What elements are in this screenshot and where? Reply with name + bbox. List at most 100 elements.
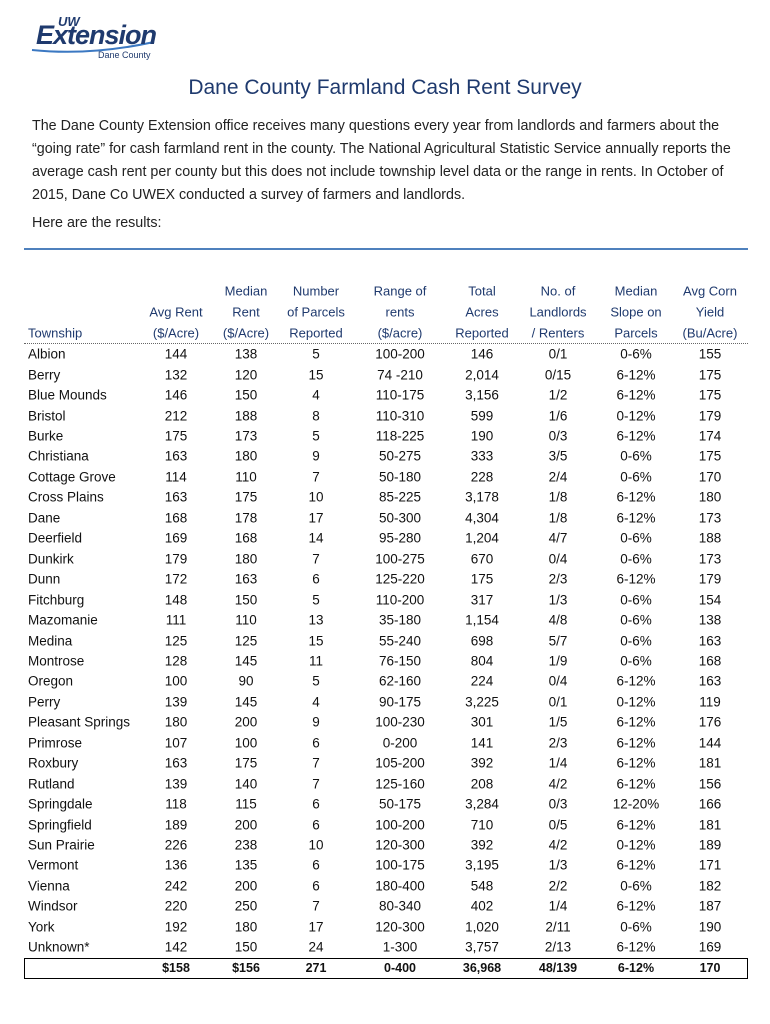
table-cell: 180-400 bbox=[375, 878, 425, 894]
table-cell: 175 bbox=[698, 367, 722, 383]
row-label: Pleasant Springs bbox=[28, 714, 131, 730]
table-cell: 110-310 bbox=[375, 408, 425, 424]
table-cell: 100-200 bbox=[375, 817, 425, 833]
table-cell: 226 bbox=[164, 837, 188, 853]
table-cell: 6-12% bbox=[616, 898, 656, 914]
table-cell: 140 bbox=[234, 776, 258, 792]
row-label: Dane bbox=[28, 510, 61, 526]
table-cell: 95-280 bbox=[378, 530, 422, 546]
table-cell: 1/9 bbox=[548, 653, 568, 669]
table-cell: 1/2 bbox=[548, 387, 568, 403]
table-cell: 0-12% bbox=[616, 408, 656, 424]
header-cell: ($/acre) bbox=[377, 325, 423, 341]
table-cell: 5 bbox=[312, 673, 320, 689]
table-cell: 114 bbox=[165, 469, 187, 485]
table-cell: 4/7 bbox=[548, 530, 568, 546]
table-cell: 2,014 bbox=[465, 367, 499, 383]
table-cell: 50-300 bbox=[378, 510, 422, 526]
table-cell: 115 bbox=[235, 796, 257, 812]
table-cell: 5 bbox=[312, 428, 320, 444]
title: Dane County Farmland Cash Rent Survey bbox=[188, 76, 582, 99]
table-cell: 1/4 bbox=[548, 898, 568, 914]
row-label: Medina bbox=[28, 633, 73, 649]
table-cell: 150 bbox=[234, 939, 258, 955]
table-cell: 1/5 bbox=[548, 714, 568, 730]
table-cell: 1-300 bbox=[382, 939, 418, 955]
table-cell: 192 bbox=[164, 919, 188, 935]
table-cell: 2/3 bbox=[548, 735, 568, 751]
row-label: Blue Mounds bbox=[28, 387, 107, 403]
table-cell: 11 bbox=[308, 653, 324, 669]
header-rule bbox=[24, 343, 748, 344]
table-cell: 238 bbox=[234, 837, 258, 853]
table-cell: 80-340 bbox=[378, 898, 422, 914]
header-cell: (Bu/Acre) bbox=[682, 325, 738, 341]
table-cell: 76-150 bbox=[378, 653, 422, 669]
table-cell: 0/4 bbox=[548, 673, 568, 689]
row-label: Sun Prairie bbox=[28, 837, 95, 853]
table-cell: 15 bbox=[308, 633, 324, 649]
table-cell: 100-230 bbox=[375, 714, 425, 730]
table-cell: 120-300 bbox=[375, 837, 425, 853]
table-cell: 392 bbox=[470, 837, 494, 853]
table-cell: 6-12% bbox=[616, 428, 656, 444]
table-cell: 190 bbox=[698, 919, 722, 935]
table-cell: 141 bbox=[470, 735, 494, 751]
table-cell: 100 bbox=[164, 673, 188, 689]
table: Township Avg Rent ($/Acre) Median Rent ($/Acr… bbox=[24, 248, 748, 979]
table-cell: 120-300 bbox=[375, 919, 425, 935]
table-cell: 136 bbox=[164, 857, 188, 873]
header-cell: rents bbox=[385, 304, 415, 320]
total-cell: 271 bbox=[305, 961, 327, 975]
header-cell: Avg Corn bbox=[683, 283, 737, 299]
table-cell: 107 bbox=[164, 735, 188, 751]
table-cell: 85-225 bbox=[378, 489, 422, 505]
logo-org: UW bbox=[58, 14, 80, 29]
table-cell: 1,154 bbox=[465, 612, 499, 628]
table-cell: 698 bbox=[470, 633, 494, 649]
table-cell: 1/3 bbox=[548, 857, 568, 873]
table-cell: 181 bbox=[698, 817, 722, 833]
table-cell: 4,304 bbox=[465, 510, 499, 526]
row-label: Mazomanie bbox=[28, 612, 98, 628]
table-cell: 175 bbox=[698, 448, 722, 464]
row-label: Rutland bbox=[28, 776, 75, 792]
table-cell: 110 bbox=[235, 469, 257, 485]
table-cell: 145 bbox=[234, 653, 258, 669]
table-cell: 200 bbox=[234, 817, 258, 833]
total-cell: 0-400 bbox=[384, 961, 416, 975]
header-cell: ($/Acre) bbox=[222, 325, 270, 341]
table-cell: 0/4 bbox=[548, 551, 568, 567]
row-label: Springfield bbox=[28, 817, 92, 833]
table-cell: 9 bbox=[312, 714, 320, 730]
table-cell: 119 bbox=[699, 694, 721, 710]
table-cell: 15 bbox=[308, 367, 324, 383]
table-cell: 173 bbox=[698, 510, 722, 526]
row-label: Oregon bbox=[28, 673, 74, 689]
table-cell: 0-12% bbox=[616, 694, 656, 710]
table-cell: 8 bbox=[312, 408, 320, 424]
table-cell: 111 bbox=[165, 612, 187, 628]
row-label: Springdale bbox=[28, 796, 93, 812]
table-cell: 180 bbox=[234, 448, 258, 464]
logo-sub: Dane County bbox=[98, 50, 151, 60]
table-cell: 2/3 bbox=[548, 571, 568, 587]
header-cell: Parcels bbox=[614, 325, 658, 341]
table-cell: 3,178 bbox=[465, 489, 499, 505]
table-cell: 599 bbox=[470, 408, 494, 424]
table-cell: 3,284 bbox=[465, 796, 499, 812]
total-cell: 36,968 bbox=[462, 961, 502, 975]
table-cell: 176 bbox=[698, 714, 722, 730]
table-cell: 180 bbox=[698, 489, 722, 505]
table-cell: 0-6% bbox=[620, 346, 652, 362]
table-cell: 110-200 bbox=[375, 592, 425, 608]
total-cell: $158 bbox=[162, 961, 190, 975]
total-row-box bbox=[24, 957, 748, 979]
table-cell: 0-6% bbox=[620, 633, 652, 649]
table-cell: 2/13 bbox=[544, 939, 572, 955]
row-label: Albion bbox=[28, 346, 66, 362]
table-cell: 125 bbox=[164, 633, 188, 649]
table-cell: 154 bbox=[698, 592, 722, 608]
total-cell: 6-12% bbox=[617, 961, 655, 975]
